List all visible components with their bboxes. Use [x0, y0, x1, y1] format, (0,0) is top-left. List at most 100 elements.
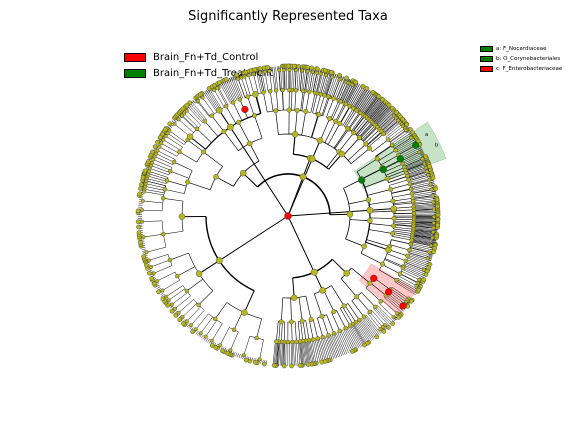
branch-ray	[408, 174, 429, 181]
taxon-node	[287, 68, 292, 72]
leaf-branch	[290, 341, 292, 366]
taxon-node	[168, 168, 173, 174]
branch-ray	[367, 313, 381, 330]
taxon-node	[331, 96, 336, 101]
leaf-branch	[200, 334, 204, 339]
class-ray	[243, 290, 255, 313]
leaf-node	[430, 175, 436, 181]
branch-ray	[157, 271, 176, 282]
taxon-node	[428, 182, 433, 187]
leaf-branch	[392, 131, 413, 146]
taxon-node	[343, 325, 348, 331]
taxon-node	[175, 273, 180, 279]
branch-ray	[411, 189, 432, 194]
legend-label-control: Brain_Fn+Td_Control	[153, 52, 259, 63]
class-node	[252, 91, 259, 98]
taxon-node	[408, 241, 414, 247]
leaf-branch	[282, 341, 284, 366]
taxon-node	[373, 304, 378, 310]
leaf-branch	[348, 326, 361, 348]
leaf-branch	[324, 336, 333, 360]
branch-ray	[332, 79, 340, 99]
leaf-branch	[413, 218, 438, 220]
branch-ray	[336, 103, 347, 123]
branch-ray	[323, 289, 335, 312]
leaf-branch	[334, 76, 344, 99]
taxon-node	[257, 357, 262, 362]
taxon-node	[172, 122, 177, 127]
taxon-node	[180, 315, 185, 319]
leaf-branch	[393, 133, 414, 148]
leaf-branch	[337, 331, 348, 355]
leaf-branch	[328, 335, 338, 358]
leaf-branch	[411, 239, 436, 245]
class-node	[186, 133, 194, 140]
branch-ray	[291, 90, 293, 111]
branch-ray	[178, 299, 194, 313]
branch-ray	[352, 115, 365, 132]
class-node	[338, 150, 345, 158]
branch-ray	[269, 71, 273, 92]
leaf-node	[394, 109, 399, 115]
clade-swatch-c	[480, 66, 493, 72]
taxon-node	[326, 333, 331, 338]
leaf-node	[160, 296, 166, 302]
branch-ray	[391, 236, 412, 241]
branch-ray	[169, 252, 189, 261]
branch-ray	[332, 101, 341, 120]
class-node	[291, 131, 299, 138]
leaf-node	[243, 357, 249, 363]
leaf-branch	[227, 78, 238, 101]
leaf-node	[426, 265, 432, 271]
taxon-node	[431, 221, 436, 225]
branch-ray	[337, 81, 347, 101]
branch-ray	[326, 151, 340, 168]
branch-ray	[369, 311, 383, 328]
branch-ray	[294, 70, 297, 91]
taxon-node	[165, 131, 170, 136]
leaf-branch	[373, 106, 391, 125]
taxon-node	[394, 277, 399, 283]
leaf-branch	[372, 105, 390, 124]
leaf-node	[145, 159, 151, 164]
leaf-node	[155, 139, 160, 145]
branch-ray	[163, 230, 184, 235]
branch-ray	[223, 131, 239, 151]
taxon-node	[432, 214, 436, 219]
branch-ray	[167, 133, 185, 145]
leaf-branch	[301, 341, 305, 366]
leaf-branch	[359, 92, 374, 113]
taxon-node	[318, 92, 324, 97]
leaf-branch	[363, 96, 379, 116]
leaf-node	[400, 116, 405, 122]
leaf-branch	[362, 317, 378, 337]
branch-ray	[393, 224, 414, 227]
taxon-node	[157, 144, 162, 149]
taxon-node	[411, 223, 416, 229]
leaf-branch	[351, 324, 364, 346]
branch-ray	[389, 129, 407, 143]
taxon-node	[303, 109, 309, 114]
leaf-branch	[369, 101, 386, 121]
taxon-node	[374, 156, 380, 162]
branch-ray	[196, 128, 212, 143]
branch-ray	[386, 170, 406, 178]
leaf-branch	[219, 82, 231, 104]
taxon-node	[310, 70, 315, 75]
taxon-node	[286, 107, 292, 113]
branch-ray	[361, 125, 376, 140]
leaf-branch	[356, 321, 371, 342]
leaf-node	[184, 102, 190, 108]
leaf-node	[181, 321, 186, 326]
taxon-node	[365, 197, 372, 203]
leaf-branch	[294, 341, 297, 366]
leaf-branch	[276, 341, 279, 366]
taxon-node	[166, 298, 171, 303]
leaf-branch	[374, 307, 392, 326]
leaf-branch	[375, 107, 393, 126]
leaf-branch	[333, 333, 343, 357]
control-biomarker-node	[399, 302, 407, 310]
branch-ray	[174, 295, 191, 309]
branch-ray	[181, 115, 197, 130]
taxon-node	[161, 196, 166, 201]
